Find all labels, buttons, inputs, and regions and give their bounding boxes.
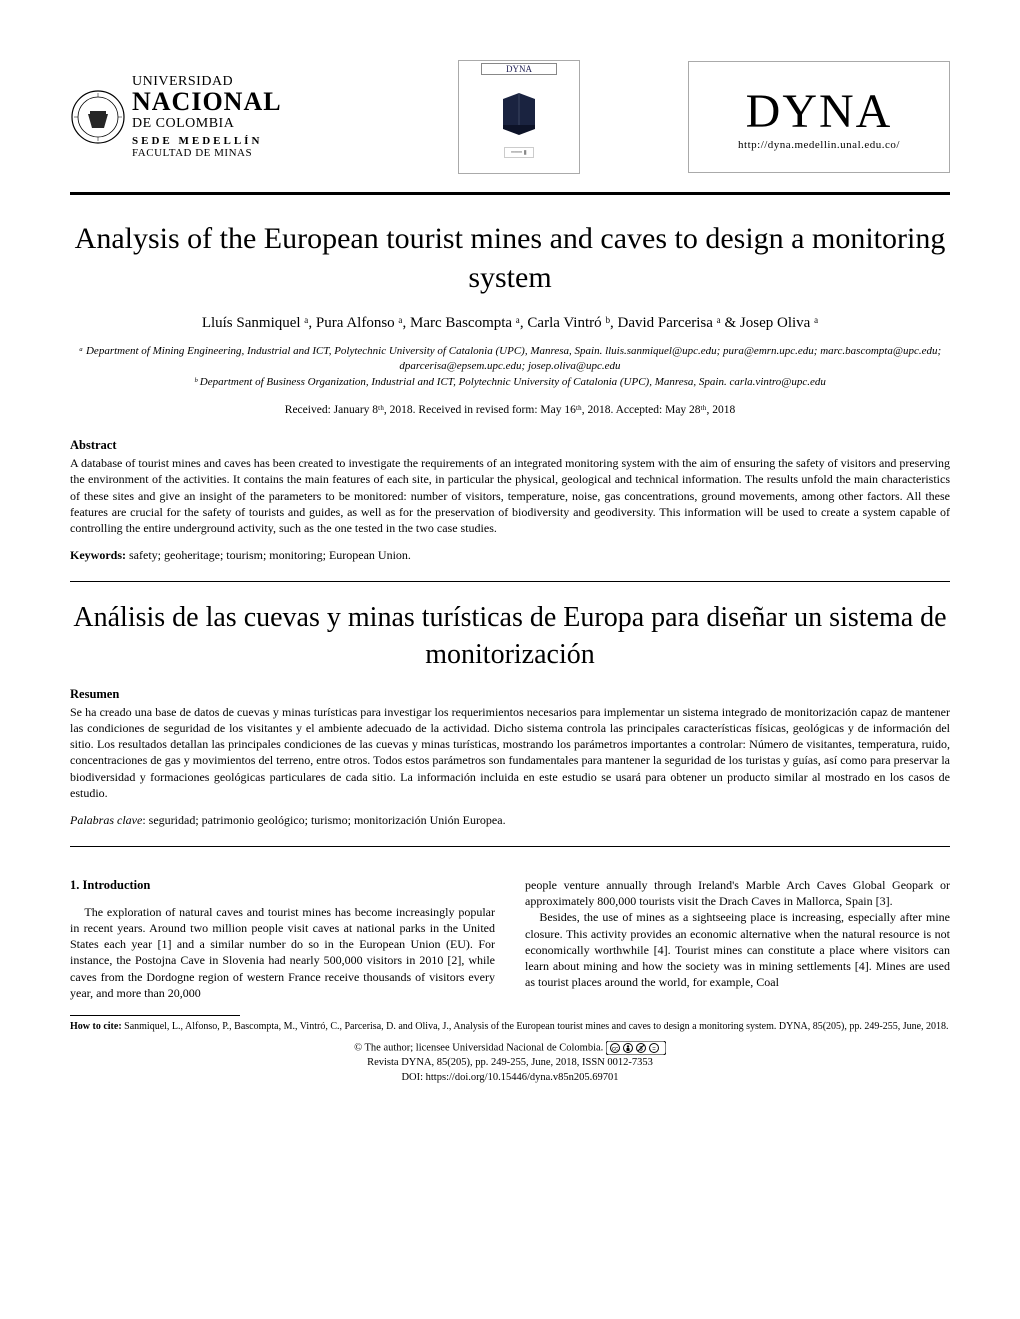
unal-seal-icon bbox=[70, 89, 126, 145]
abstract-text: A database of tourist mines and caves ha… bbox=[70, 455, 950, 536]
book-icon bbox=[489, 81, 549, 141]
intro-paragraph-2b: Besides, the use of mines as a sightseei… bbox=[525, 909, 950, 990]
intro-paragraph-1: The exploration of natural caves and tou… bbox=[70, 904, 495, 1001]
journal-thumbnail-label: DYNA bbox=[481, 63, 557, 75]
journal-logo-box: DYNA http://dyna.medellin.unal.edu.co/ bbox=[688, 61, 950, 173]
abstract-heading: Abstract bbox=[70, 438, 950, 453]
footnote-rule bbox=[70, 1015, 240, 1016]
palabras-text: : seguridad; patrimonio geológico; turis… bbox=[142, 813, 505, 827]
logo-line-3: DE COLOMBIA bbox=[132, 115, 282, 134]
column-left: 1. Introduction The exploration of natur… bbox=[70, 877, 495, 1001]
section-rule-1 bbox=[70, 581, 950, 582]
body-columns: 1. Introduction The exploration of natur… bbox=[70, 877, 950, 1001]
logo-line-4: SEDE MEDELLÍN bbox=[132, 136, 282, 147]
column-right: people venture annually through Ireland'… bbox=[525, 877, 950, 1001]
article-dates: Received: January 8ᵗʰ, 2018. Received in… bbox=[70, 404, 950, 416]
logo-line-2: NACIONAL bbox=[132, 89, 282, 115]
copyright-line-2: Revista DYNA, 85(205), pp. 249-255, June… bbox=[367, 1057, 653, 1068]
article-title-en: Analysis of the European tourist mines a… bbox=[70, 219, 950, 297]
palabras-label: Palabras clave bbox=[70, 813, 142, 827]
introduction-heading: 1. Introduction bbox=[70, 877, 495, 894]
keywords-label: Keywords: bbox=[70, 548, 126, 562]
section-rule-2 bbox=[70, 846, 950, 847]
article-authors: Lluís Sanmiquel ᵃ, Pura Alfonso ᵃ, Marc … bbox=[70, 315, 950, 332]
howtocite-text: Sanmiquel, L., Alfonso, P., Bascompta, M… bbox=[122, 1021, 949, 1032]
affiliation-a: ᵃ Department of Mining Engineering, Indu… bbox=[70, 344, 950, 375]
header-rule bbox=[70, 192, 950, 195]
copyright-line-3: DOI: https://doi.org/10.15446/dyna.v85n2… bbox=[401, 1072, 618, 1083]
keywords: Keywords: safety; geoheritage; tourism; … bbox=[70, 548, 950, 563]
howtocite-label: How to cite: bbox=[70, 1021, 122, 1032]
article-title-es: Análisis de las cuevas y minas turística… bbox=[70, 600, 950, 673]
cc-license-icon: cc $ = bbox=[606, 1042, 666, 1053]
journal-thumbnail: DYNA ━━━ ▮ bbox=[458, 60, 580, 174]
copyright-line-1: © The author; licensee Universidad Nacio… bbox=[354, 1042, 603, 1053]
resumen-heading: Resumen bbox=[70, 687, 950, 702]
keywords-text: safety; geoheritage; tourism; monitoring… bbox=[126, 548, 411, 562]
resumen-text: Se ha creado una base de datos de cuevas… bbox=[70, 704, 950, 801]
university-logo: UNIVERSIDAD NACIONAL DE COLOMBIA SEDE ME… bbox=[70, 75, 350, 159]
header: UNIVERSIDAD NACIONAL DE COLOMBIA SEDE ME… bbox=[70, 60, 950, 186]
how-to-cite: How to cite: Sanmiquel, L., Alfonso, P.,… bbox=[70, 1020, 950, 1033]
palabras-clave: Palabras clave: seguridad; patrimonio ge… bbox=[70, 813, 950, 828]
logo-line-5: FACULTAD DE MINAS bbox=[132, 148, 282, 159]
journal-name: DYNA bbox=[746, 84, 893, 139]
affiliation-b: ᵇ Department of Business Organization, I… bbox=[70, 375, 950, 390]
svg-text:cc: cc bbox=[612, 1047, 618, 1053]
intro-paragraph-2a: people venture annually through Ireland'… bbox=[525, 877, 950, 909]
copyright-block: © The author; licensee Universidad Nacio… bbox=[70, 1041, 950, 1085]
journal-url[interactable]: http://dyna.medellin.unal.edu.co/ bbox=[738, 139, 900, 151]
thumbnail-footer: ━━━ ▮ bbox=[504, 147, 534, 158]
svg-text:=: = bbox=[652, 1047, 656, 1053]
